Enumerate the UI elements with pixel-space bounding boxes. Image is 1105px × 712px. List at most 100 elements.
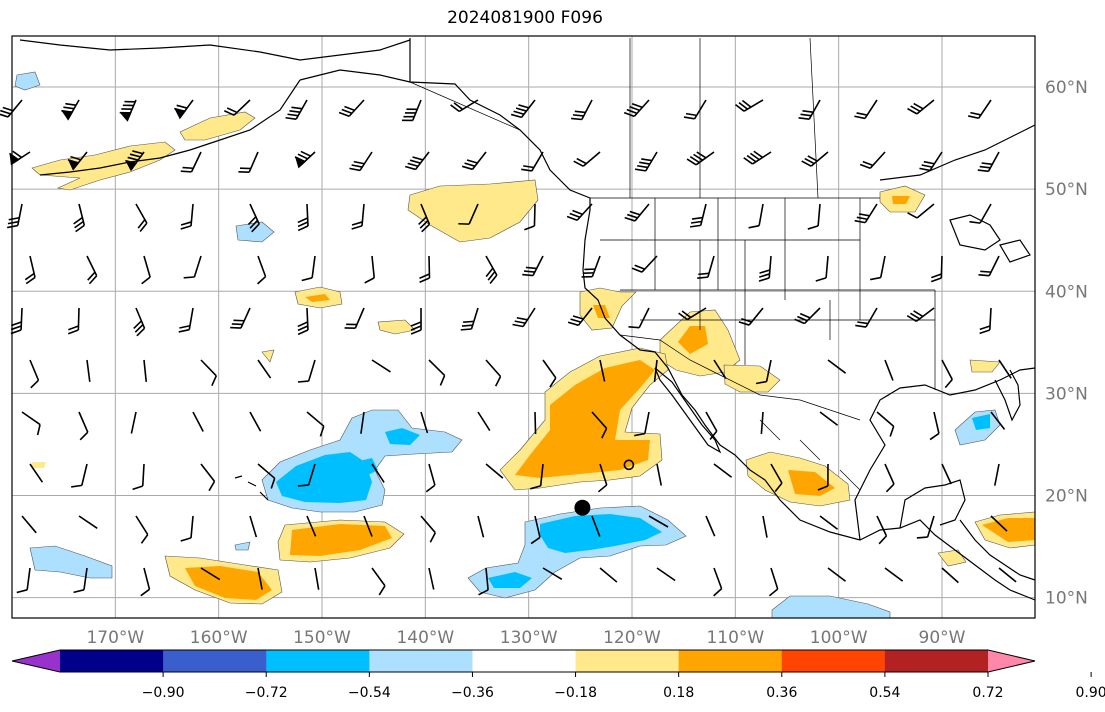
wind-barb bbox=[73, 567, 88, 594]
positive-anomaly-region bbox=[892, 196, 910, 204]
wind-barb bbox=[713, 567, 723, 597]
wind-barb bbox=[623, 99, 650, 118]
hawaii-islands bbox=[234, 475, 269, 501]
lon-label: 150°W bbox=[293, 628, 351, 648]
wind-barb bbox=[86, 359, 91, 382]
positive-anomaly-region bbox=[723, 364, 781, 393]
colorbar-label: −0.54 bbox=[348, 685, 391, 701]
wind-barb bbox=[344, 307, 365, 330]
wind-barb bbox=[223, 99, 251, 116]
wind-barb bbox=[819, 515, 839, 530]
colorbar-extend-high bbox=[988, 650, 1035, 672]
lon-label: 140°W bbox=[396, 628, 454, 648]
wind-barb bbox=[200, 359, 218, 386]
positive-anomaly-region bbox=[678, 326, 708, 354]
wind-barb bbox=[907, 203, 935, 219]
wind-barb bbox=[257, 359, 272, 379]
negative-anomaly-region bbox=[771, 595, 891, 619]
wind-barb bbox=[624, 203, 650, 222]
wind-barb bbox=[21, 515, 37, 534]
positive-anomaly-region bbox=[579, 287, 637, 331]
lon-label: 90°W bbox=[919, 628, 966, 648]
wind-barb bbox=[200, 463, 216, 492]
negative-anomaly-region bbox=[488, 572, 532, 588]
wind-barb bbox=[135, 203, 148, 233]
wind-barb bbox=[573, 151, 601, 167]
positive-anomaly-region bbox=[593, 305, 610, 318]
negative-anomaly-region bbox=[385, 428, 420, 445]
wind-barb bbox=[135, 515, 149, 544]
wind-barb bbox=[371, 463, 385, 483]
great-lakes bbox=[949, 214, 1031, 263]
wind-barb bbox=[410, 307, 422, 335]
wind-barb bbox=[249, 515, 258, 538]
wind-barb bbox=[524, 203, 536, 231]
colorbar-extend-low bbox=[12, 650, 60, 672]
wind-barb bbox=[597, 463, 608, 493]
wind-barb bbox=[257, 463, 276, 489]
colorbar-segment bbox=[884, 650, 989, 672]
map-frame bbox=[11, 35, 1036, 619]
wind-barb bbox=[297, 359, 316, 383]
wind-barb bbox=[817, 463, 829, 491]
lon-label: 160°W bbox=[190, 628, 248, 648]
wind-barb bbox=[61, 99, 80, 121]
wind-barb bbox=[458, 203, 479, 225]
wind-barb bbox=[758, 255, 772, 282]
wind-barb bbox=[420, 411, 429, 434]
wind-barb bbox=[363, 515, 373, 537]
anomaly-shading bbox=[14, 71, 1036, 619]
positive-anomaly-region bbox=[31, 141, 176, 191]
wind-barb bbox=[477, 411, 491, 432]
wind-barb bbox=[876, 411, 895, 437]
wind-barb bbox=[735, 99, 764, 112]
wind-barb bbox=[990, 411, 1006, 430]
wind-barb bbox=[968, 99, 992, 120]
wind-barb bbox=[993, 463, 1000, 486]
wind-barb bbox=[461, 151, 487, 171]
canada-provinces bbox=[629, 37, 819, 199]
wind-barb bbox=[285, 99, 308, 120]
wind-barb bbox=[760, 411, 764, 434]
wind-barb bbox=[998, 567, 1017, 583]
wind-barb bbox=[349, 151, 373, 172]
wind-barb bbox=[297, 463, 316, 487]
wind-barb bbox=[485, 359, 502, 387]
wind-barb bbox=[200, 567, 221, 581]
colorbar-label: 0.54 bbox=[869, 685, 900, 701]
wind-barb bbox=[140, 567, 151, 597]
positive-anomaly-region bbox=[937, 549, 967, 567]
colorbar-segment bbox=[472, 650, 577, 672]
positive-anomaly-region bbox=[32, 462, 46, 468]
wind-barb bbox=[371, 359, 391, 373]
wind-barb bbox=[418, 203, 431, 233]
wind-barb bbox=[130, 411, 137, 434]
colorbar-label: −0.90 bbox=[142, 685, 185, 701]
colorbar-segment bbox=[678, 650, 783, 672]
colorbar-label: 0.90 bbox=[1076, 685, 1105, 701]
lon-label: 120°W bbox=[603, 628, 661, 648]
wind-barb bbox=[141, 255, 151, 285]
wind-barb bbox=[762, 515, 768, 538]
wind-barb bbox=[306, 515, 317, 537]
wind-barb bbox=[770, 463, 783, 493]
wind-barb bbox=[132, 463, 145, 491]
colorbar-segment bbox=[369, 650, 473, 672]
wind-barb bbox=[807, 203, 821, 230]
alaska-south-coast bbox=[299, 69, 411, 83]
wind-barb bbox=[689, 203, 707, 228]
wind-barb bbox=[656, 463, 663, 486]
wind-barb bbox=[521, 151, 544, 172]
wind-barb bbox=[478, 567, 489, 596]
colorbar-label: −0.18 bbox=[554, 685, 597, 701]
positive-anomaly-region bbox=[377, 319, 416, 335]
wind-barb bbox=[180, 151, 202, 173]
wind-barb bbox=[738, 307, 764, 326]
colorbar-label: −0.72 bbox=[245, 685, 288, 701]
wind-barb bbox=[460, 307, 479, 331]
wind-barb bbox=[884, 463, 895, 493]
graticule bbox=[12, 36, 1035, 618]
latitude-labels: 10°N 20°N 30°N 40°N 50°N 60°N bbox=[1045, 78, 1088, 609]
wind-barb bbox=[855, 307, 878, 328]
wind-barb bbox=[906, 307, 935, 322]
